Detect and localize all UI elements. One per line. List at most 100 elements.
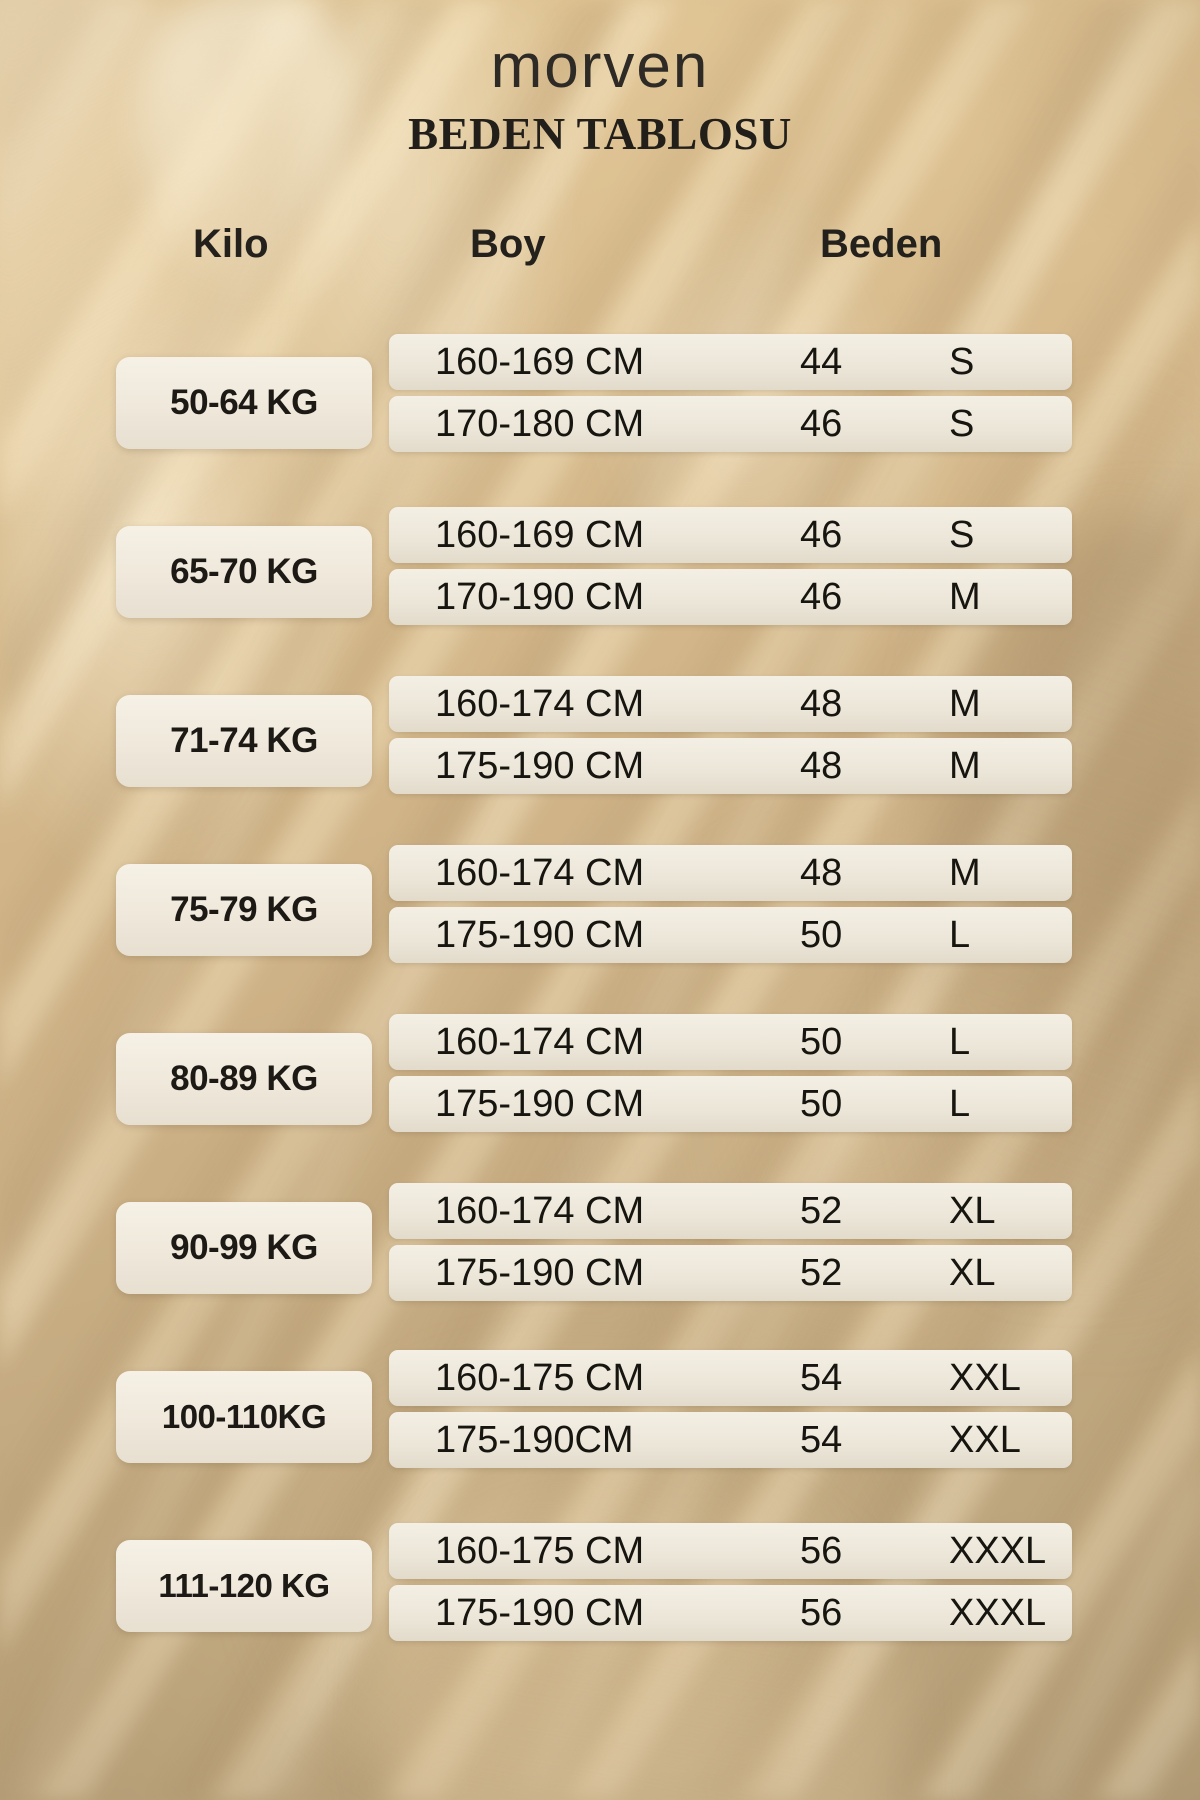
weight-range-pill: 50-64 KG: [116, 357, 372, 449]
weight-range-label: 80-89 KG: [170, 1059, 318, 1098]
cell-height: 160-169 CM: [435, 341, 645, 383]
table-row: 175-190 CM 50 L: [389, 1076, 1072, 1132]
cell-size-number: 50: [800, 1083, 843, 1125]
cell-size-letter: S: [949, 403, 975, 445]
cell-size-letter: XL: [949, 1190, 996, 1232]
cell-size-number: 46: [800, 576, 843, 618]
size-table: 50-64 KG 160-169 CM 44 S 170-180 CM 46 S: [0, 330, 1200, 1682]
cell-size-number: 54: [800, 1419, 843, 1461]
cell-size-letter: XXXL: [949, 1592, 1047, 1634]
cell-size-letter: S: [949, 341, 975, 383]
cell-height: 160-174 CM: [435, 852, 645, 894]
height-rows: 160-174 CM 48 M 175-190 CM 48 M: [389, 676, 1072, 800]
table-row: 175-190 CM 50 L: [389, 907, 1072, 963]
cell-size-letter: S: [949, 514, 975, 556]
weight-group: 90-99 KG 160-174 CM 52 XL 175-190 CM 52 …: [0, 1175, 1200, 1344]
weight-group: 80-89 KG 160-174 CM 50 L 175-190 CM 50 L: [0, 1006, 1200, 1175]
cell-height: 160-169 CM: [435, 514, 645, 556]
weight-range-label: 75-79 KG: [170, 890, 318, 929]
weight-range-pill: 80-89 KG: [116, 1033, 372, 1125]
cell-height: 170-190 CM: [435, 576, 645, 618]
cell-size-letter: M: [949, 576, 981, 618]
weight-range-pill: 75-79 KG: [116, 864, 372, 956]
weight-range-pill: 111-120 KG: [116, 1540, 372, 1632]
cell-size-number: 52: [800, 1252, 843, 1294]
cell-size-number: 44: [800, 341, 843, 383]
table-row: 175-190 CM 52 XL: [389, 1245, 1072, 1301]
table-row: 160-174 CM 52 XL: [389, 1183, 1072, 1239]
height-rows: 160-174 CM 50 L 175-190 CM 50 L: [389, 1014, 1072, 1138]
weight-group: 71-74 KG 160-174 CM 48 M 175-190 CM 48 M: [0, 668, 1200, 837]
cell-height: 175-190CM: [435, 1419, 634, 1461]
cell-size-letter: L: [949, 1021, 971, 1063]
cell-height: 175-190 CM: [435, 1252, 645, 1294]
height-rows: 160-174 CM 52 XL 175-190 CM 52 XL: [389, 1183, 1072, 1307]
weight-range-label: 100-110KG: [161, 1398, 327, 1435]
table-row: 160-169 CM 44 S: [389, 334, 1072, 390]
weight-range-label: 90-99 KG: [170, 1228, 318, 1267]
cell-size-number: 56: [800, 1592, 843, 1634]
column-header-beden: Beden: [820, 222, 943, 266]
cell-height: 160-175 CM: [435, 1357, 645, 1399]
weight-group: 75-79 KG 160-174 CM 48 M 175-190 CM 50 L: [0, 837, 1200, 1006]
weight-range-pill: 65-70 KG: [116, 526, 372, 618]
cell-size-letter: XXL: [949, 1357, 1021, 1399]
weight-range-pill: 90-99 KG: [116, 1202, 372, 1294]
weight-group: 100-110KG 160-175 CM 54 XXL 175-190CM 54…: [0, 1344, 1200, 1513]
cell-size-letter: M: [949, 683, 981, 725]
table-row: 170-180 CM 46 S: [389, 396, 1072, 452]
table-row: 175-190CM 54 XXL: [389, 1412, 1072, 1468]
page-title: BEDEN TABLOSU: [408, 109, 792, 159]
cell-size-number: 48: [800, 745, 843, 787]
weight-range-label: 71-74 KG: [170, 721, 318, 760]
table-row: 175-190 CM 56 XXXL: [389, 1585, 1072, 1641]
cell-size-number: 46: [800, 403, 843, 445]
cell-size-letter: XL: [949, 1252, 996, 1294]
height-rows: 160-175 CM 54 XXL 175-190CM 54 XXL: [389, 1350, 1072, 1474]
cell-size-number: 48: [800, 852, 843, 894]
cell-size-number: 48: [800, 683, 843, 725]
height-rows: 160-175 CM 56 XXXL 175-190 CM 56 XXXL: [389, 1523, 1072, 1647]
weight-range-label: 111-120 KG: [158, 1567, 330, 1604]
height-rows: 160-169 CM 46 S 170-190 CM 46 M: [389, 507, 1072, 631]
cell-height: 160-174 CM: [435, 1021, 645, 1063]
column-headers: Kilo Boy Beden: [0, 212, 1200, 274]
weight-range-pill: 71-74 KG: [116, 695, 372, 787]
column-header-kilo: Kilo: [193, 222, 269, 266]
weight-range-label: 65-70 KG: [170, 552, 318, 591]
height-rows: 160-174 CM 48 M 175-190 CM 50 L: [389, 845, 1072, 969]
cell-size-number: 50: [800, 914, 843, 956]
table-row: 160-174 CM 48 M: [389, 845, 1072, 901]
cell-height: 160-174 CM: [435, 1190, 645, 1232]
weight-group: 65-70 KG 160-169 CM 46 S 170-190 CM 46 M: [0, 499, 1200, 668]
table-row: 160-175 CM 56 XXXL: [389, 1523, 1072, 1579]
weight-group: 111-120 KG 160-175 CM 56 XXXL 175-190 CM…: [0, 1513, 1200, 1682]
table-row: 160-174 CM 50 L: [389, 1014, 1072, 1070]
table-row: 175-190 CM 48 M: [389, 738, 1072, 794]
cell-size-letter: M: [949, 852, 981, 894]
cell-size-letter: M: [949, 745, 981, 787]
cell-height: 175-190 CM: [435, 914, 645, 956]
background-shape-mid: [140, 0, 350, 290]
cell-size-number: 54: [800, 1357, 843, 1399]
table-row: 170-190 CM 46 M: [389, 569, 1072, 625]
cell-height: 175-190 CM: [435, 1083, 645, 1125]
cell-size-number: 50: [800, 1021, 843, 1063]
cell-size-number: 46: [800, 514, 843, 556]
brand-logo: morven: [490, 32, 710, 101]
cell-height: 170-180 CM: [435, 403, 645, 445]
cell-size-letter: XXXL: [949, 1530, 1047, 1572]
cell-size-number: 52: [800, 1190, 843, 1232]
cell-size-letter: L: [949, 1083, 971, 1125]
table-row: 160-174 CM 48 M: [389, 676, 1072, 732]
cell-size-letter: XXL: [949, 1419, 1021, 1461]
cell-height: 160-174 CM: [435, 683, 645, 725]
cell-size-letter: L: [949, 914, 971, 956]
table-row: 160-169 CM 46 S: [389, 507, 1072, 563]
column-header-boy: Boy: [470, 222, 546, 266]
table-row: 160-175 CM 54 XXL: [389, 1350, 1072, 1406]
weight-group: 50-64 KG 160-169 CM 44 S 170-180 CM 46 S: [0, 330, 1200, 499]
weight-range-label: 50-64 KG: [170, 383, 318, 422]
